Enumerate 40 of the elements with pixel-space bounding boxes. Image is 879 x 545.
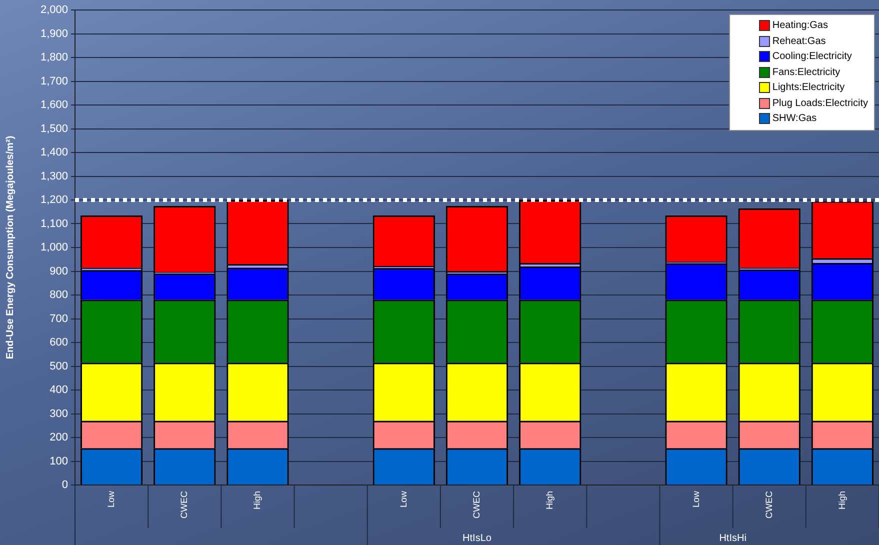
legend-label: Heating:Gas xyxy=(772,20,828,32)
y-tick-label: 200 xyxy=(50,432,68,444)
y-tick-label: 2,000 xyxy=(40,4,68,16)
y-tick-label: 1,100 xyxy=(40,218,68,230)
legend-label: Cooling:Electricity xyxy=(772,51,852,62)
y-tick-label: 300 xyxy=(50,408,68,420)
y-tick-label: 100 xyxy=(50,455,68,468)
y-tick-label: 1,900 xyxy=(40,28,68,40)
y-tick-label: 500 xyxy=(50,360,68,372)
y-tick-label: 1,200 xyxy=(40,194,68,206)
y-tick-label: 800 xyxy=(50,289,68,302)
y-tick-label: 600 xyxy=(50,336,68,349)
y-tick-label: 1,800 xyxy=(40,52,68,64)
y-tick-label: 1,400 xyxy=(40,146,68,159)
x-tick-label: Low xyxy=(690,490,701,508)
x-tick-label: High xyxy=(252,491,262,510)
x-tick-label: CWEC xyxy=(179,490,190,518)
text: HtIsHi xyxy=(719,533,746,544)
x-tick-label: CWEC xyxy=(471,490,482,518)
y-tick-label: 1,600 xyxy=(40,99,68,112)
x-tick-label: Low xyxy=(398,490,408,508)
y-tick-label: 1,700 xyxy=(40,75,68,88)
legend-label: Reheat:Gas xyxy=(772,36,826,47)
y-tick-label: 900 xyxy=(50,265,68,278)
legend-label: Lights:Electricity xyxy=(772,82,845,94)
x-tick-label: Low xyxy=(106,490,116,508)
y-tick-label: 0 xyxy=(62,479,68,492)
x-tick-label: High xyxy=(836,491,847,510)
y-tick-label: 1,300 xyxy=(40,170,68,182)
y-tick-label: 400 xyxy=(50,384,68,396)
x-tick-label: High xyxy=(544,491,555,510)
legend-label: Plug Loads:Electricity xyxy=(772,98,868,109)
y-tick-label: 1,000 xyxy=(40,242,68,254)
legend-label: SHW:Gas xyxy=(772,113,817,124)
y-tick-label: 1,500 xyxy=(40,122,68,135)
legend-label: Fans:Electricity xyxy=(772,66,840,78)
y-axis-title: End-Use Energy Consumption (Megajoules/m²) xyxy=(4,136,16,360)
text: HtIsLo xyxy=(462,533,492,544)
y-tick-label: 700 xyxy=(50,312,68,325)
x-tick-label: CWEC xyxy=(764,490,774,518)
